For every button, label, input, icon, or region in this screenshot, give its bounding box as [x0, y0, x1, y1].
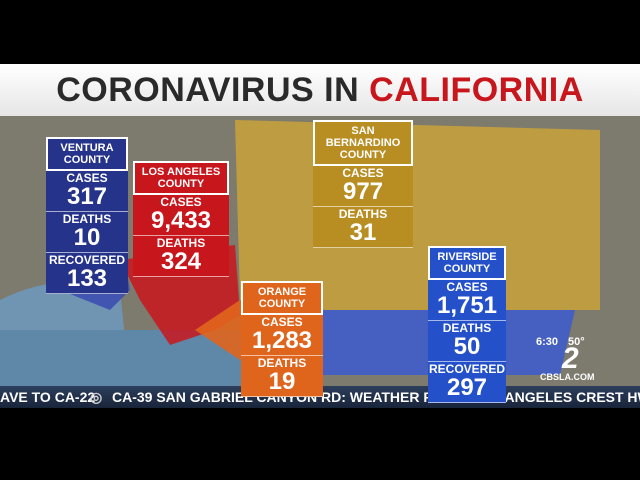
stat-label: DEATHS [62, 212, 112, 226]
county-name-line: LOS ANGELES [141, 166, 221, 178]
temperature: 50° [568, 336, 585, 348]
county-name-line: COUNTY [443, 263, 491, 275]
station-logo: 2 [562, 342, 579, 375]
stat-group: DEATHS 19 [241, 356, 323, 397]
stat-value: 317 [66, 183, 108, 210]
stat-label: RECOVERED [48, 253, 125, 267]
ticker-item: AVE TO CA-22 [0, 389, 96, 405]
clock: 6:30 [536, 336, 559, 348]
stat-group: CASES 317 [46, 171, 128, 212]
county-name-line: RIVERSIDE [437, 251, 497, 263]
stat-value: 9,433 [150, 207, 212, 234]
stat-label: DEATHS [338, 207, 388, 221]
stat-value: 19 [268, 368, 296, 395]
stat-value: 50 [453, 333, 481, 360]
county-box: VENTURA COUNTY CASES 317 DEATHS 10 RECOVERED 13… [46, 137, 128, 294]
county-name: LOS ANGELES COUNTY [133, 161, 229, 195]
stat-value: 10 [73, 224, 101, 251]
stat-group: RECOVERED 297 [428, 362, 506, 403]
stat-label: CASES [342, 166, 384, 180]
stat-group: DEATHS 10 [46, 212, 128, 253]
stat-label: DEATHS [156, 236, 206, 250]
county-name-line: SAN BERNARDINO [325, 125, 401, 149]
title-highlight: CALIFORNIA [369, 70, 584, 109]
ticker-item: CA-39 SAN GABRIEL CANYON RD: WEATHER FRO… [112, 389, 640, 405]
county-name-line: COUNTY [63, 154, 111, 166]
website: CBSLA.COM [540, 372, 595, 382]
stat-group: CASES 9,433 [133, 195, 229, 236]
county-name-line: COUNTY [339, 149, 387, 161]
title-part: CORONAVIRUS IN [56, 70, 360, 109]
county-name-line: VENTURA [60, 142, 114, 154]
stat-label: RECOVERED [428, 362, 505, 376]
stat-group: DEATHS 50 [428, 321, 506, 362]
county-name: SAN BERNARDINO COUNTY [313, 120, 413, 166]
title: CORONAVIRUS IN CALIFORNIA [0, 64, 640, 116]
stat-group: CASES 1,751 [428, 280, 506, 321]
stat-group: RECOVERED 133 [46, 253, 128, 294]
ticker-separator: ◎ [90, 389, 103, 405]
title-bar: CORONAVIRUS IN CALIFORNIA [0, 64, 640, 116]
county-box: RIVERSIDE COUNTY CASES 1,751 DEATHS 50 RECOVER… [428, 246, 506, 403]
stat-value: 977 [342, 178, 384, 205]
stat-label: DEATHS [257, 356, 307, 370]
stat-value: 31 [349, 219, 377, 246]
orange-area [195, 300, 255, 360]
stat-value: 1,751 [436, 292, 498, 319]
stat-group: DEATHS 31 [313, 207, 413, 248]
ocean [0, 330, 250, 386]
county-box: LOS ANGELES COUNTY CASES 9,433 DEATHS 324 [133, 161, 229, 277]
stat-label: CASES [160, 195, 202, 209]
county-name-line: COUNTY [157, 178, 205, 190]
county-name-line: COUNTY [258, 298, 306, 310]
county-name-line: ORANGE [257, 286, 307, 298]
stat-value: 1,283 [251, 327, 313, 354]
stat-label: CASES [446, 280, 488, 294]
county-name: RIVERSIDE COUNTY [428, 246, 506, 280]
stat-value: 297 [446, 374, 488, 401]
county-name: VENTURA COUNTY [46, 137, 128, 171]
stat-label: CASES [66, 171, 108, 185]
county-box: ORANGE COUNTY CASES 1,283 DEATHS 19 [241, 281, 323, 397]
county-box: SAN BERNARDINO COUNTY CASES 977 DEATHS 31 [313, 120, 413, 248]
stat-label: CASES [261, 315, 303, 329]
county-name: ORANGE COUNTY [241, 281, 323, 315]
stat-label: DEATHS [442, 321, 492, 335]
stat-group: DEATHS 324 [133, 236, 229, 277]
stat-group: CASES 977 [313, 166, 413, 207]
stat-value: 324 [160, 248, 202, 275]
stat-value: 133 [66, 265, 108, 292]
stat-group: CASES 1,283 [241, 315, 323, 356]
